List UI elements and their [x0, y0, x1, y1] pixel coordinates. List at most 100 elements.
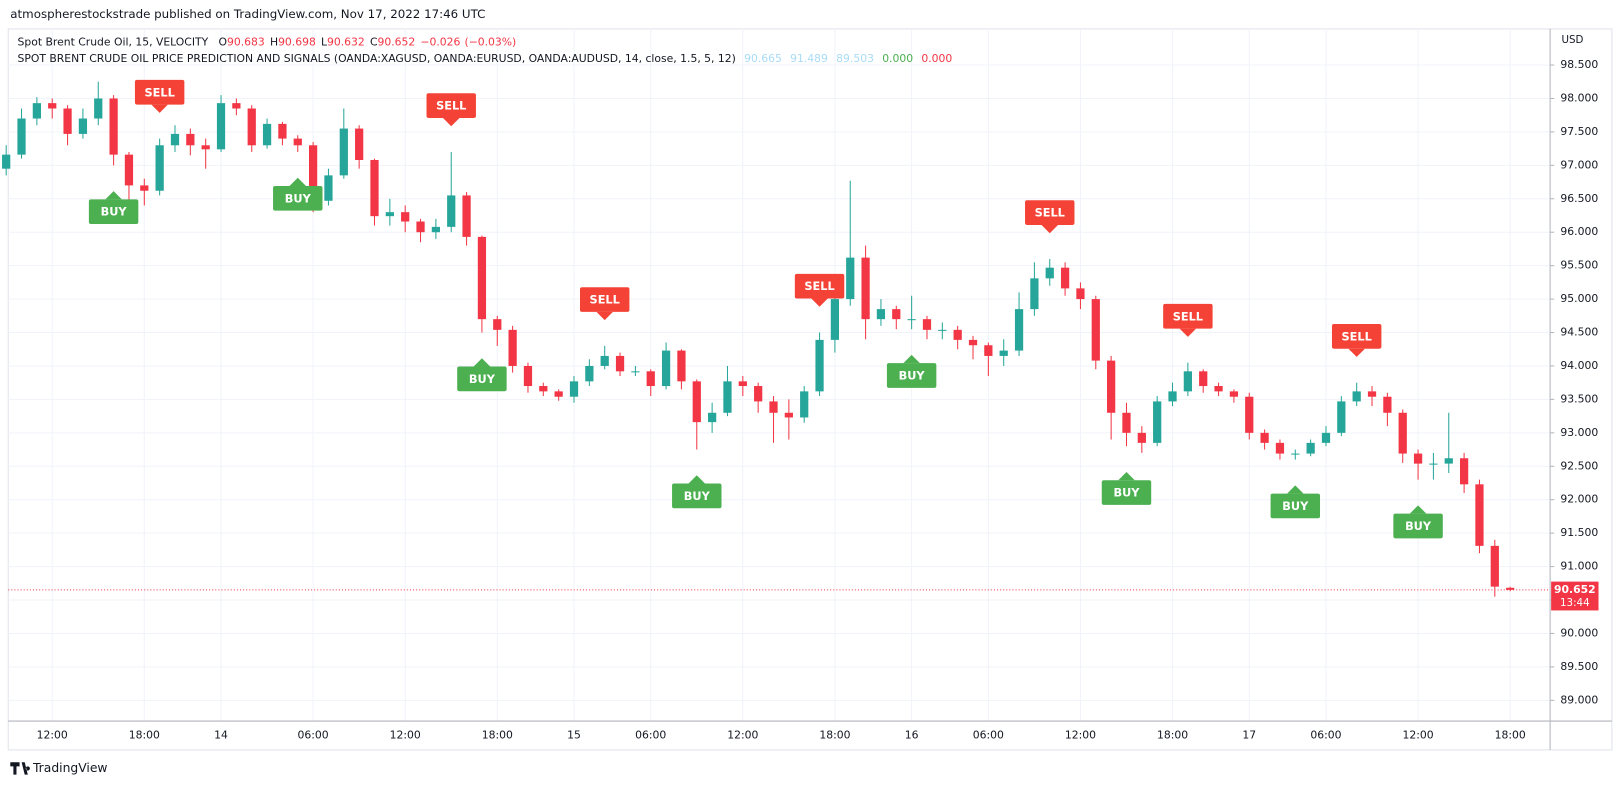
- candle-body: [615, 355, 625, 372]
- signal-label: BUY: [886, 354, 937, 388]
- candle-body: [677, 350, 686, 382]
- y-tick-label: 90.000: [1560, 626, 1598, 639]
- x-tick-label: 16: [905, 728, 919, 741]
- candle-body: [186, 133, 195, 146]
- signal-pointer: [1348, 348, 1365, 357]
- candle-body: [1076, 288, 1085, 300]
- candle-body: [708, 412, 717, 423]
- candle-body: [1383, 396, 1392, 413]
- candle-body: [846, 257, 855, 300]
- ohlc-letter: C: [370, 35, 378, 48]
- change-value: −0.026: [420, 35, 460, 48]
- signal-pointer: [1041, 224, 1058, 234]
- ohlc-letter: O: [219, 35, 227, 48]
- candle-body: [1413, 453, 1423, 464]
- y-tick-label: 97.500: [1560, 125, 1598, 138]
- indicator-value: 91.489: [790, 52, 828, 65]
- candle-body: [815, 339, 824, 392]
- candle-body: [784, 412, 793, 418]
- signal-box: [579, 287, 630, 312]
- candle-body: [1060, 267, 1070, 289]
- candle-body: [1168, 391, 1177, 402]
- x-tick-label: 12:00: [1403, 728, 1434, 741]
- candle-body: [32, 103, 41, 119]
- x-tick-label: 12:00: [37, 728, 68, 741]
- ohlc-value: 90.698: [278, 35, 316, 48]
- signal-pointer: [811, 298, 828, 307]
- candle-body: [278, 123, 287, 139]
- candle-body: [1429, 463, 1438, 465]
- x-tick-label: 06:00: [298, 728, 329, 741]
- candle-body: [401, 212, 410, 222]
- candle-body: [953, 329, 962, 340]
- candle-body: [539, 386, 548, 392]
- y-tick-label: 95.000: [1560, 292, 1598, 305]
- candle-body: [1506, 587, 1515, 590]
- signal-pointer: [903, 354, 920, 364]
- signal-pointer: [289, 177, 307, 186]
- signal-box: [1101, 480, 1152, 505]
- candle-body: [431, 226, 441, 233]
- y-tick-label: 92.000: [1560, 493, 1598, 506]
- candle-body: [1398, 412, 1407, 454]
- signal-label: BUY: [1270, 485, 1321, 519]
- candle-body: [907, 319, 916, 321]
- candle-body: [1306, 442, 1315, 454]
- y-tick-label: 98.500: [1560, 58, 1598, 71]
- symbol-legend: Spot Brent Crude Oil, 15, VELOCITY O90.68…: [18, 35, 517, 48]
- candle-body: [2, 154, 11, 169]
- ohlc-value: 90.652: [377, 35, 415, 48]
- candle-body: [339, 128, 348, 176]
- signals: SELL SELL SELL SELL SELL SELL SELL BUY BUY BUY BUY…: [88, 79, 1443, 539]
- candle-body: [477, 236, 487, 320]
- signal-text: BUY: [899, 369, 926, 383]
- signal-pointer: [473, 358, 491, 367]
- candle-body: [324, 175, 333, 201]
- signal-text: BUY: [1113, 486, 1140, 500]
- candle-body: [938, 329, 947, 331]
- tradingview-logo: [10, 762, 30, 775]
- signal-box: [794, 273, 845, 299]
- candle-body: [1137, 432, 1146, 443]
- candle-body: [661, 350, 671, 387]
- signal-text: BUY: [101, 205, 128, 219]
- candle-body: [1444, 458, 1453, 464]
- x-tick-label: 06:00: [635, 728, 666, 741]
- signal-label: SELL: [134, 79, 185, 113]
- indicator-value: 0.000: [921, 52, 952, 65]
- candle-body: [569, 381, 579, 397]
- candle-body: [508, 329, 517, 366]
- candle-body: [1199, 371, 1208, 387]
- candle-body: [800, 391, 809, 418]
- candle-body: [493, 319, 502, 330]
- signal-label: SELL: [1025, 200, 1075, 234]
- candle-body: [48, 103, 57, 109]
- x-tick-label: 18:00: [129, 728, 160, 741]
- signal-box: [1393, 513, 1443, 539]
- candle-body: [922, 319, 932, 330]
- signal-text: BUY: [469, 372, 496, 386]
- signal-label: BUY: [273, 177, 323, 211]
- signal-box: [886, 363, 937, 388]
- chart-frame: [7, 28, 1613, 751]
- signal-box: [1163, 303, 1213, 329]
- y-tick-label: 89.000: [1560, 693, 1598, 706]
- x-tick-label: 12:00: [727, 728, 758, 741]
- candle-body: [646, 371, 655, 387]
- signal-label: BUY: [672, 475, 722, 509]
- signal-pointer: [105, 191, 122, 200]
- ohlc-value: 90.632: [327, 35, 365, 48]
- signal-label: SELL: [426, 93, 476, 127]
- candle-body: [308, 145, 318, 201]
- candle-body: [892, 309, 901, 320]
- signal-pointer: [1287, 485, 1304, 494]
- candle-body: [1229, 391, 1239, 397]
- candle-body: [968, 339, 978, 346]
- y-tick-label: 93.500: [1560, 392, 1598, 405]
- price-tag: [1551, 581, 1599, 611]
- y-tick-label: 89.500: [1560, 660, 1598, 673]
- signal-text: SELL: [1342, 329, 1372, 343]
- candle-body: [293, 138, 302, 146]
- signal-pointer: [596, 311, 613, 321]
- y-tick-label: 91.000: [1560, 560, 1598, 573]
